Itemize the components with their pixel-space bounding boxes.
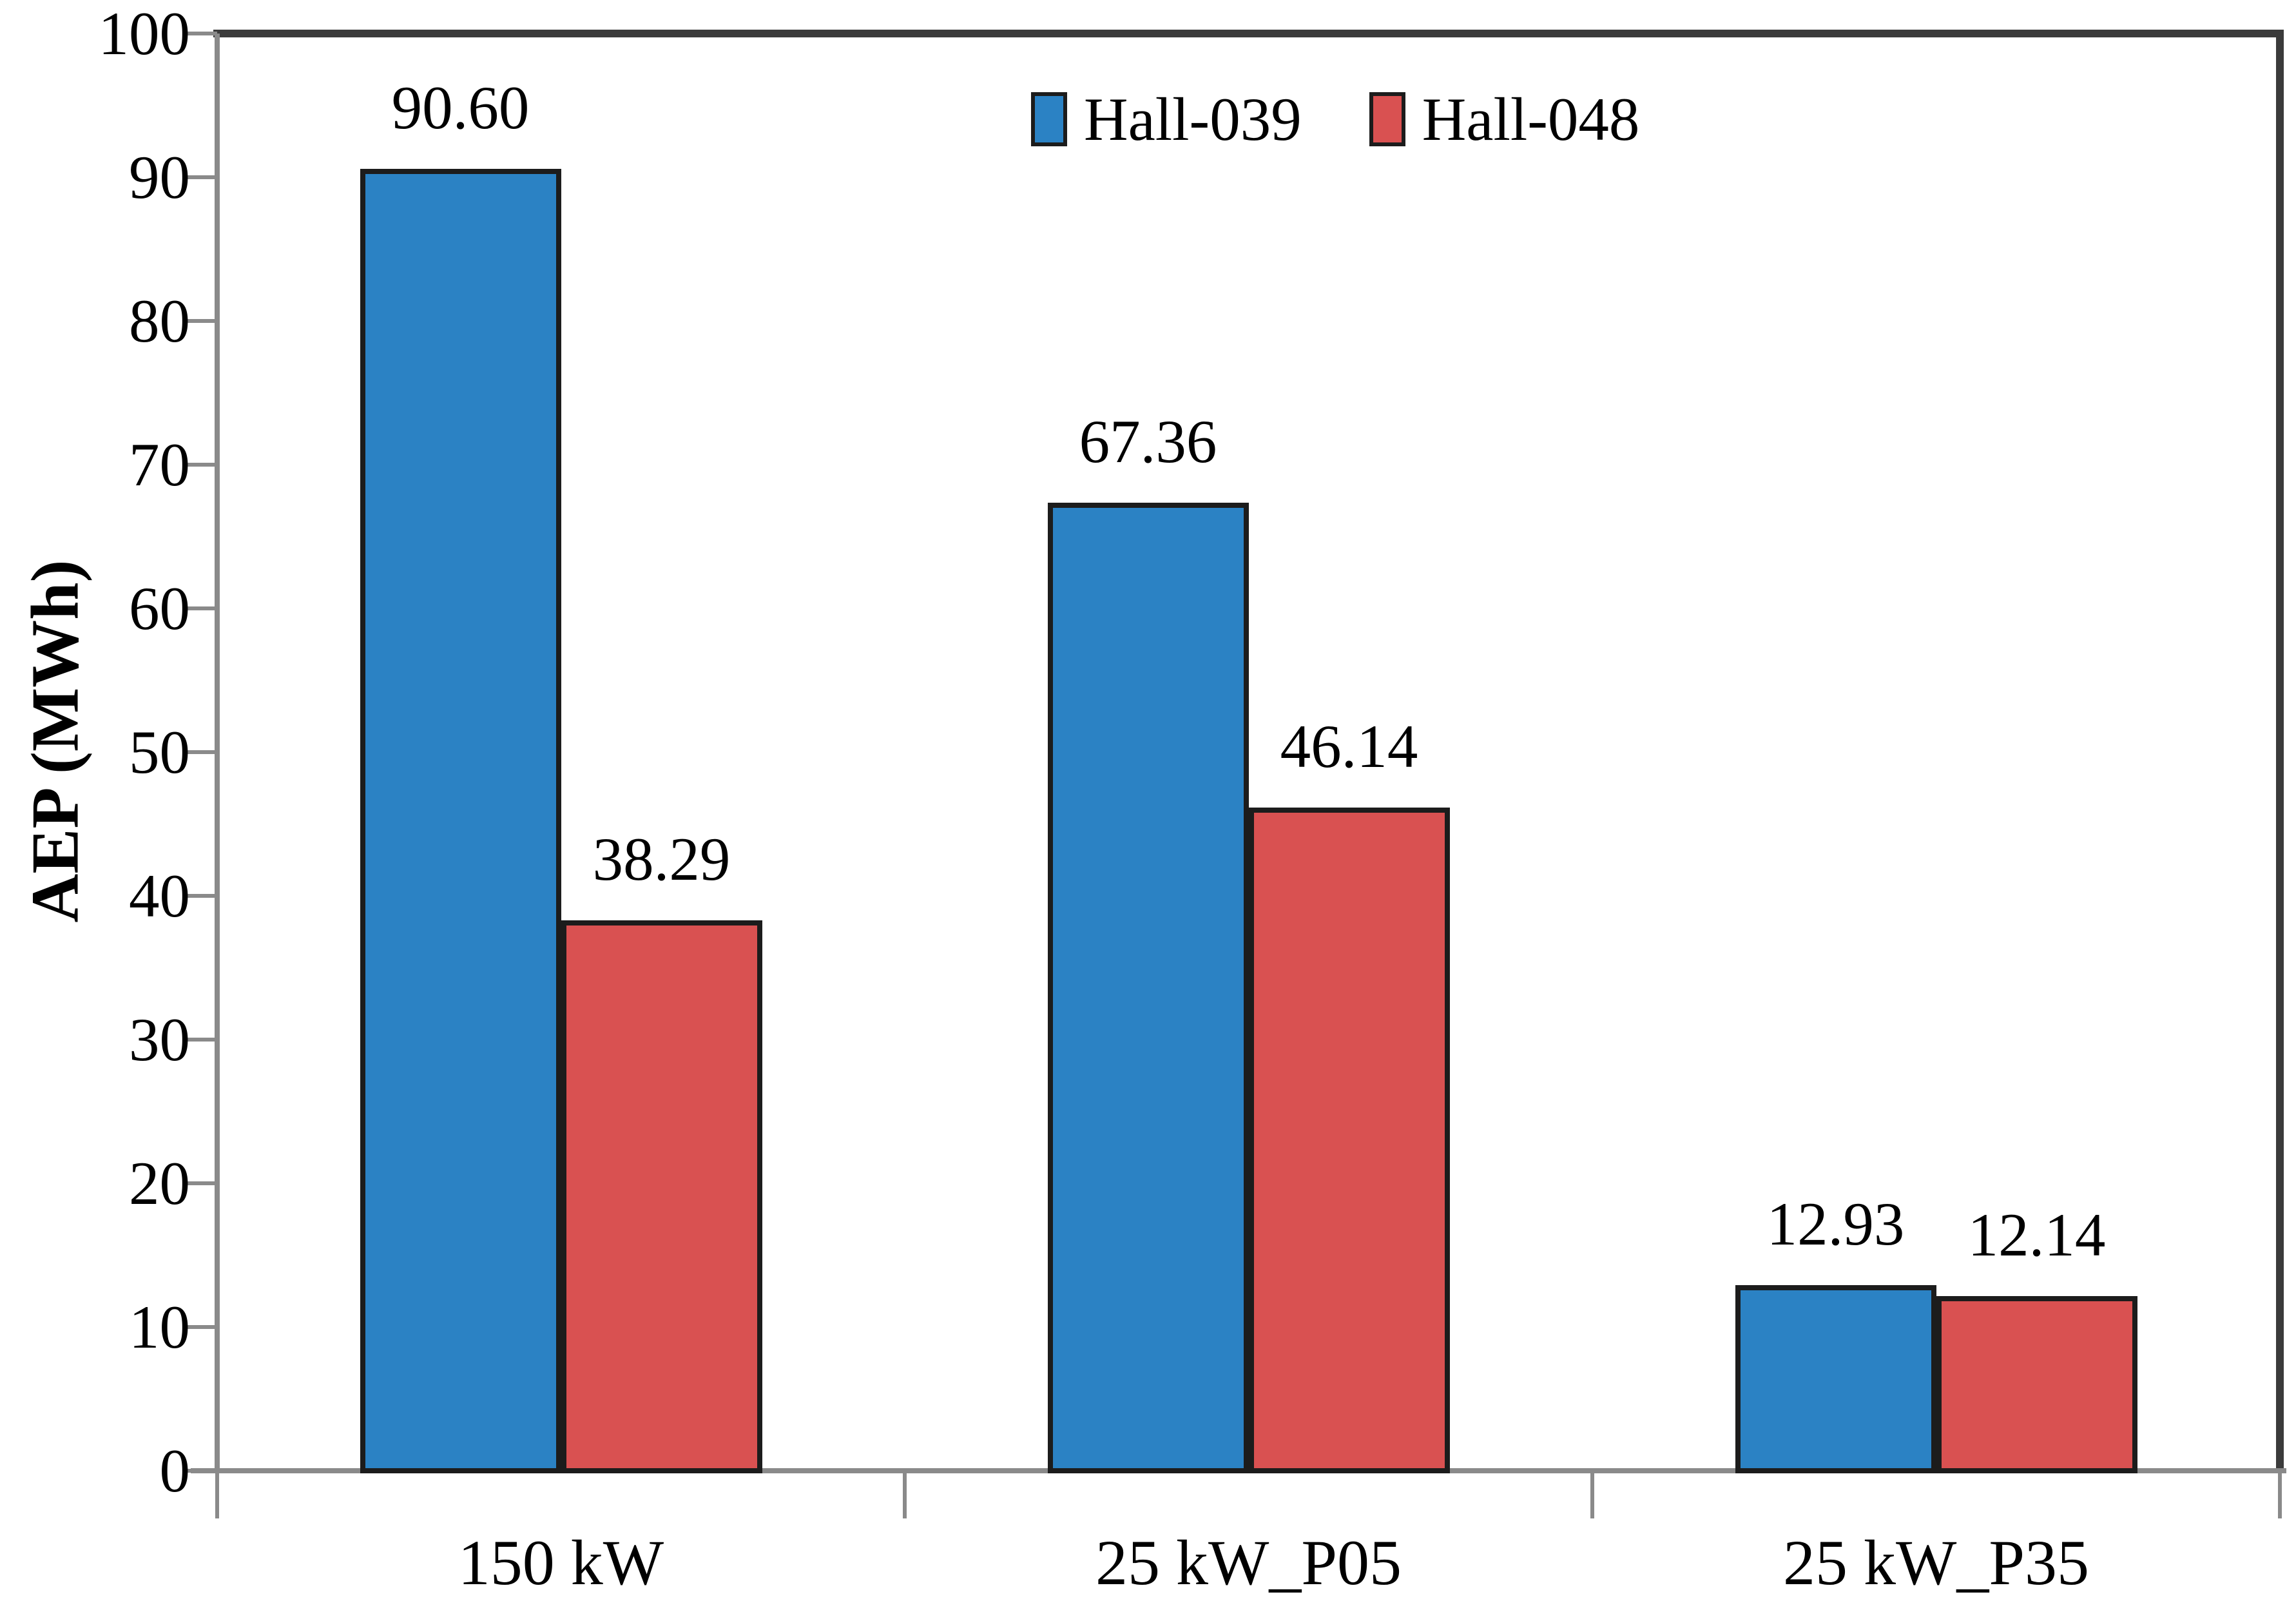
y-axis-tick	[188, 1469, 217, 1473]
legend-item-Hall-048: Hall-048	[1369, 84, 1640, 155]
legend-swatch-icon	[1369, 92, 1405, 146]
bar-value-label: 38.29	[592, 825, 731, 894]
y-axis-tick	[188, 32, 217, 35]
bar-value-label: 90.60	[391, 73, 530, 142]
x-axis-tick	[903, 1471, 907, 1518]
bar-Hall-039-2	[1735, 1284, 1936, 1473]
x-axis-tick	[2278, 1471, 2282, 1518]
y-axis-tick	[188, 1181, 217, 1185]
y-axis-tick	[188, 606, 217, 610]
y-axis-tick	[188, 750, 217, 754]
legend-item-Hall-039: Hall-039	[1031, 84, 1302, 155]
y-axis-tick	[188, 175, 217, 179]
legend: Hall-039 Hall-048	[1031, 84, 1639, 155]
legend-swatch-icon	[1031, 92, 1067, 146]
x-axis-tick	[1590, 1471, 1594, 1518]
x-category-label: 25 kW_P35	[1783, 1527, 2089, 1598]
x-category-label: 25 kW_P05	[1095, 1527, 1402, 1598]
y-axis-tick-label: 90	[129, 143, 190, 211]
y-axis-tick-label: 40	[129, 862, 190, 930]
bar-value-label: 12.14	[1967, 1201, 2106, 1270]
y-axis-tick	[188, 463, 217, 467]
legend-label: Hall-048	[1422, 85, 1640, 153]
y-axis-tick	[188, 319, 217, 323]
y-axis-line	[215, 34, 220, 1471]
y-axis-tick-label: 20	[129, 1149, 190, 1217]
bar-Hall-048-2	[1936, 1296, 2137, 1473]
bar-Hall-039-1	[1047, 502, 1249, 1473]
bar-Hall-039-0	[360, 168, 561, 1473]
y-axis-tick-label: 100	[98, 0, 191, 68]
x-category-label: 150 kW	[458, 1527, 664, 1598]
plot-frame-top	[213, 30, 2284, 37]
bar-value-label: 12.93	[1766, 1189, 1905, 1258]
plot-frame-right	[2276, 30, 2284, 1472]
y-axis-tick-label: 70	[129, 431, 190, 499]
x-axis-tick	[215, 1471, 219, 1518]
y-axis-tick	[188, 1038, 217, 1042]
y-axis-tick-label: 10	[129, 1293, 190, 1361]
y-axis-tick	[188, 894, 217, 898]
bar-Hall-048-1	[1248, 808, 1450, 1473]
bar-Hall-048-0	[561, 920, 762, 1473]
bar-value-label: 67.36	[1079, 407, 1217, 476]
y-axis-tick-label: 0	[159, 1437, 191, 1505]
y-axis-tick-label: 80	[129, 287, 190, 355]
bar-value-label: 46.14	[1280, 712, 1418, 781]
y-axis-tick-label: 60	[129, 574, 190, 643]
y-axis-tick	[188, 1325, 217, 1329]
y-axis-tick-label: 50	[129, 718, 190, 786]
y-axis-tick-label: 30	[129, 1005, 190, 1074]
legend-label: Hall-039	[1084, 85, 1302, 153]
